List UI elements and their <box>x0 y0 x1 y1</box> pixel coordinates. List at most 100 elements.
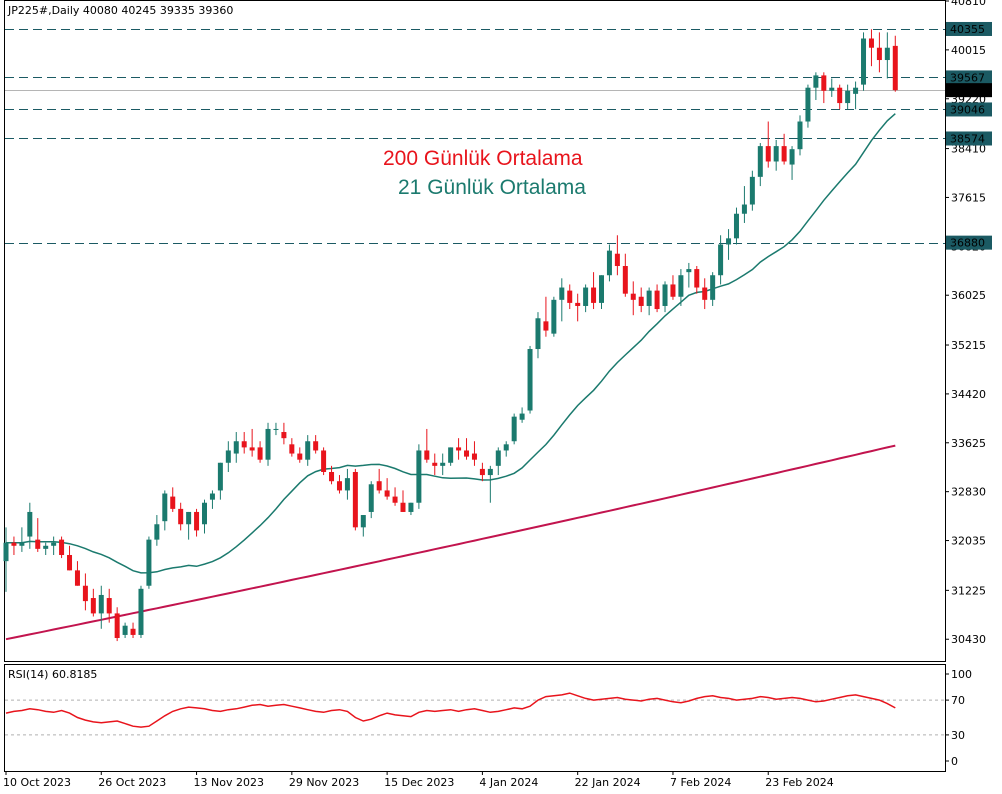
candle-body <box>352 471 358 528</box>
candle <box>805 84 811 128</box>
candle <box>321 447 327 476</box>
time-tick-label: 22 Jan 2024 <box>575 776 641 789</box>
candle-body <box>11 542 17 546</box>
candle <box>59 536 65 559</box>
level-label: 36880 <box>950 237 985 250</box>
candle <box>90 588 96 617</box>
candle <box>710 272 716 306</box>
candle-body <box>718 244 724 276</box>
candle-body <box>702 287 708 300</box>
price-tick-label: 38410 <box>951 143 986 156</box>
candle <box>35 518 41 552</box>
candle <box>448 447 454 466</box>
candle <box>376 468 382 494</box>
candle-body <box>408 502 414 512</box>
candle <box>575 293 581 322</box>
candle-body <box>765 146 771 162</box>
candle-body <box>471 453 477 460</box>
candle-body <box>575 302 581 306</box>
candle-body <box>670 284 676 297</box>
candle <box>114 607 120 642</box>
level-label-bg <box>946 102 992 117</box>
time-tick-label: 10 Oct 2023 <box>3 776 71 789</box>
candle <box>829 78 835 97</box>
candle <box>273 422 279 436</box>
candle <box>392 487 398 506</box>
candle <box>416 444 422 509</box>
candle-body <box>74 570 80 586</box>
candle <box>400 490 406 512</box>
time-tick-label: 29 Nov 2023 <box>289 776 359 789</box>
candle-body <box>162 493 168 522</box>
last-price-label: 39360 <box>950 84 985 97</box>
candle <box>122 622 128 639</box>
candle-body <box>217 462 223 491</box>
candle <box>305 435 311 466</box>
candle <box>495 447 501 476</box>
candle-body <box>868 38 874 48</box>
price-tick-label: 31225 <box>951 584 986 597</box>
candle-body <box>686 269 692 273</box>
candle <box>360 515 366 537</box>
time-tick-label: 13 Nov 2023 <box>194 776 264 789</box>
candle-body <box>749 176 755 205</box>
candle <box>781 133 787 165</box>
candle-body <box>606 250 612 276</box>
candle <box>209 490 215 509</box>
rsi-tick-label: 70 <box>951 694 965 707</box>
candle <box>11 536 17 555</box>
candle-body <box>35 539 41 549</box>
candle-body <box>67 554 73 571</box>
candle <box>384 478 390 500</box>
candle <box>170 487 176 512</box>
candle-body <box>797 121 803 150</box>
candle <box>178 502 184 531</box>
candle-body <box>511 416 517 442</box>
candle <box>511 413 517 445</box>
candle-body <box>336 481 342 491</box>
candle-body <box>599 275 604 303</box>
candle-body <box>519 413 525 420</box>
candle-body <box>178 508 184 525</box>
candle <box>202 499 207 534</box>
candle <box>3 527 9 592</box>
candle-body <box>51 542 57 546</box>
candle-body <box>27 511 33 537</box>
candle-body <box>694 269 700 288</box>
candle <box>606 244 612 282</box>
candle <box>281 422 287 445</box>
candle-body <box>384 490 390 497</box>
candle <box>622 253 628 297</box>
candle <box>233 432 239 463</box>
candle <box>654 284 660 313</box>
main-panel-frame <box>4 0 946 662</box>
candle <box>479 462 485 482</box>
candle-body <box>432 462 438 466</box>
candle-body <box>43 545 49 549</box>
candle-body <box>662 284 668 306</box>
candle-body <box>344 478 350 491</box>
candle <box>51 536 57 555</box>
candle-body <box>630 293 636 300</box>
candle <box>464 438 470 460</box>
price-tick-label: 40015 <box>951 44 986 57</box>
candle <box>733 207 739 245</box>
candle <box>884 32 890 79</box>
candle <box>583 284 589 313</box>
candle <box>186 511 192 540</box>
candle-body <box>495 450 501 466</box>
candle-body <box>559 287 565 300</box>
candle <box>845 84 851 110</box>
candle <box>694 266 700 294</box>
time-tick-label: 15 Dec 2023 <box>384 776 454 789</box>
candle-body <box>19 542 25 546</box>
candle <box>456 438 462 460</box>
symbol-header: JP225#,Daily 40080 40245 39335 39360 <box>7 4 233 17</box>
candle-body <box>186 511 192 525</box>
candle <box>638 287 644 313</box>
ma21-path <box>5 113 896 574</box>
candle-body <box>710 275 716 300</box>
candle-body <box>789 149 795 165</box>
candle-body <box>122 625 128 635</box>
